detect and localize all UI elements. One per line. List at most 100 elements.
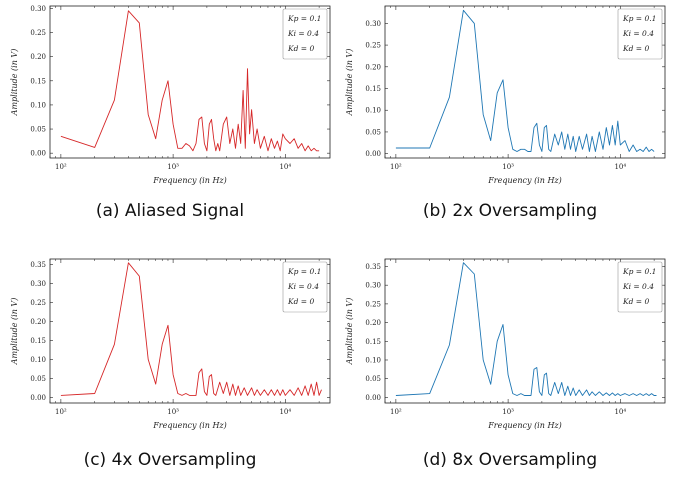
y-tick-label: 0.05 xyxy=(365,375,381,383)
data-point xyxy=(148,359,149,360)
y-tick-label: 0.05 xyxy=(365,128,381,136)
caption-a: (a) Aliased Signal xyxy=(95,201,245,221)
axes-frame xyxy=(49,5,331,159)
data-point xyxy=(247,68,248,69)
legend-entry: Kp = 0.1 xyxy=(622,14,656,23)
data-point xyxy=(554,134,555,135)
data-point xyxy=(232,384,233,385)
data-point xyxy=(244,387,245,388)
data-point xyxy=(114,100,115,101)
data-point xyxy=(289,389,290,390)
data-point xyxy=(223,393,224,394)
data-point xyxy=(502,79,503,80)
x-tick-label: 10³ xyxy=(167,408,179,416)
legend-box xyxy=(282,8,328,60)
y-tick-label: 0.15 xyxy=(365,338,381,346)
y-tick-label: 0.25 xyxy=(30,299,46,307)
data-point xyxy=(167,80,168,81)
series-line xyxy=(60,262,322,396)
data-point xyxy=(189,395,190,396)
data-point xyxy=(167,325,168,326)
legend-entry: Kd = 0 xyxy=(622,297,649,306)
data-point xyxy=(162,100,163,101)
data-point xyxy=(311,384,312,385)
data-point xyxy=(277,141,278,142)
y-tick-label: 0.20 xyxy=(30,53,46,61)
data-point xyxy=(643,151,644,152)
y-tick-label: 0.00 xyxy=(30,394,46,402)
data-point xyxy=(60,395,61,396)
legend-entry: Kp = 0.1 xyxy=(287,267,321,276)
data-point xyxy=(274,148,275,149)
data-point xyxy=(592,391,593,392)
data-point xyxy=(311,150,312,151)
x-tick-label: 10⁴ xyxy=(614,408,626,416)
data-point xyxy=(579,389,580,390)
caption-b: (b) 2x Oversampling xyxy=(422,201,598,221)
data-point xyxy=(474,273,475,274)
y-axis-label: Amplitude (in V) xyxy=(10,49,19,117)
data-point xyxy=(606,127,607,128)
y-axis-label: Amplitude (in V) xyxy=(345,298,354,366)
data-point xyxy=(289,143,290,144)
data-point xyxy=(536,123,537,124)
data-point xyxy=(260,395,261,396)
axes-frame xyxy=(384,258,666,404)
data-point xyxy=(251,109,252,110)
data-point xyxy=(274,395,275,396)
data-point xyxy=(282,389,283,390)
data-point xyxy=(229,395,230,396)
data-point xyxy=(162,344,163,345)
data-point xyxy=(567,134,568,135)
data-point xyxy=(185,393,186,394)
data-point xyxy=(114,344,115,345)
data-point xyxy=(546,373,547,374)
data-point xyxy=(209,124,210,125)
data-point xyxy=(271,138,272,139)
data-point xyxy=(277,389,278,390)
data-point xyxy=(615,395,616,396)
data-point xyxy=(646,147,647,148)
data-point xyxy=(629,151,630,152)
axes-frame xyxy=(49,258,331,404)
y-tick-label: 0.25 xyxy=(365,42,381,50)
data-point xyxy=(582,395,583,396)
data-point xyxy=(209,376,210,377)
data-point xyxy=(512,149,513,150)
data-point xyxy=(463,262,464,263)
data-point xyxy=(533,127,534,128)
data-point xyxy=(185,143,186,144)
data-point xyxy=(148,114,149,115)
data-point xyxy=(206,150,207,151)
data-point xyxy=(198,372,199,373)
data-point xyxy=(536,367,537,368)
y-tick-label: 0.00 xyxy=(365,394,381,402)
data-point xyxy=(624,393,625,394)
data-point xyxy=(636,151,637,152)
data-point xyxy=(512,393,513,394)
legend-entry: Ki = 0.4 xyxy=(622,29,654,38)
data-point xyxy=(586,389,587,390)
data-point xyxy=(561,131,562,132)
data-point xyxy=(181,395,182,396)
data-point xyxy=(240,143,241,144)
data-point xyxy=(139,276,140,277)
data-point xyxy=(558,144,559,145)
data-point xyxy=(592,136,593,137)
y-tick-label: 0.00 xyxy=(30,150,46,158)
data-point xyxy=(490,140,491,141)
data-point xyxy=(449,344,450,345)
data-point xyxy=(316,150,317,151)
data-point xyxy=(449,97,450,98)
data-point xyxy=(319,150,320,151)
data-point xyxy=(497,92,498,93)
data-point xyxy=(554,382,555,383)
x-tick-label: 10³ xyxy=(167,163,179,171)
legend-entry: Ki = 0.4 xyxy=(622,282,654,291)
data-point xyxy=(128,262,129,263)
y-tick-label: 0.05 xyxy=(30,126,46,134)
legend-entry: Kp = 0.1 xyxy=(622,267,656,276)
data-point xyxy=(530,151,531,152)
subplot-d: 0.00 0.05 0.10 0.15 0.20 0.25 0.30 0.35 10² 10³ 10… xyxy=(340,238,680,476)
data-point xyxy=(211,119,212,120)
